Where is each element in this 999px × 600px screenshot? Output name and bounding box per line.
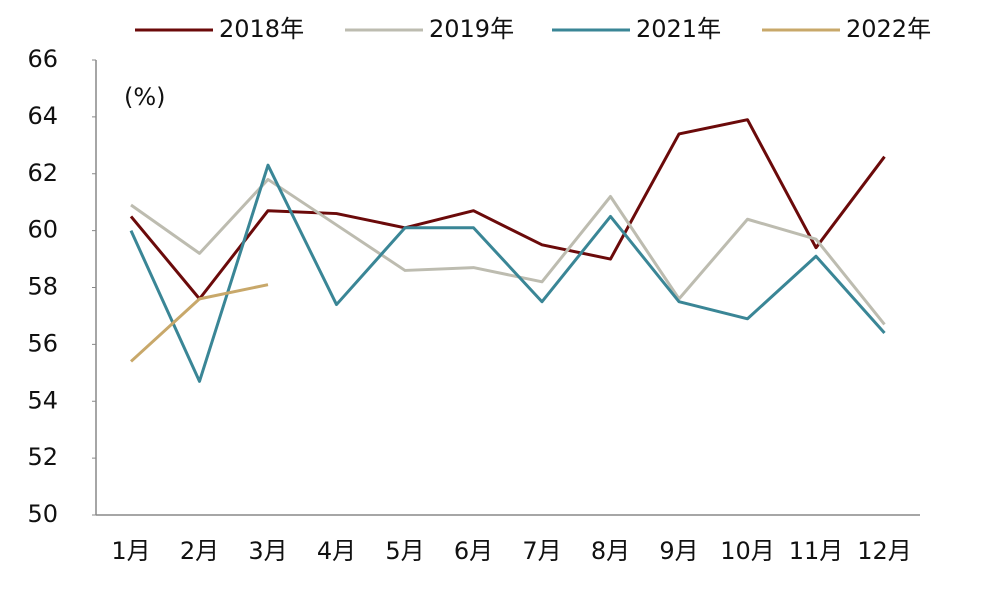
y-tick-label: 56 [27,329,58,357]
x-tick-label: 2月 [180,537,219,565]
x-tick-label: 6月 [454,537,493,565]
y-tick-label: 64 [27,102,58,130]
y-tick-label: 58 [27,273,58,301]
series-line [130,177,886,326]
x-tick-label: 8月 [591,537,630,565]
y-tick-label: 52 [27,443,58,471]
series-line [129,118,886,301]
legend-label: 2018年 [219,15,304,43]
y-tick-label: 54 [27,386,58,414]
x-tick-label: 7月 [522,537,561,565]
y-tick-label: 62 [27,159,58,187]
x-tick-label: 3月 [248,537,287,565]
legend-label: 2019年 [429,15,514,43]
y-tick-label: 60 [27,216,58,244]
series-line [129,163,886,383]
x-tick-label: 10月 [720,537,775,565]
legend-label: 2021年 [636,15,721,43]
x-tick-label: 12月 [857,537,912,565]
legend-label: 2022年 [846,15,931,43]
series-line [129,283,269,363]
x-tick-label: 11月 [789,537,844,565]
y-tick-label: 66 [27,45,58,73]
x-tick-label: 1月 [111,537,150,565]
y-axis-label: (%) [124,83,166,111]
x-tick-label: 5月 [385,537,424,565]
x-tick-label: 9月 [659,537,698,565]
x-tick-label: 4月 [317,537,356,565]
y-tick-label: 50 [27,500,58,528]
